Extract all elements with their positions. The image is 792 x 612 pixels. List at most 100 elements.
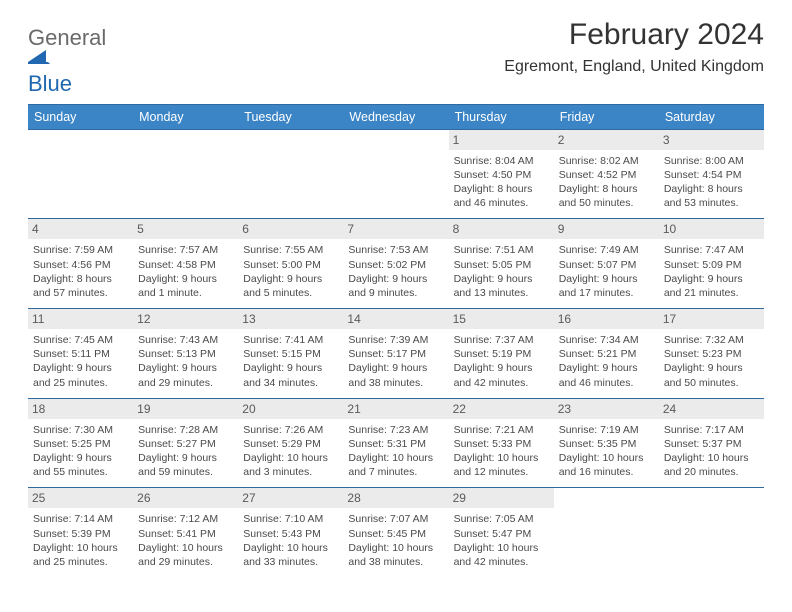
day-number: 15 bbox=[449, 309, 554, 329]
logo: General Blue bbox=[28, 18, 106, 94]
dayname-wed: Wednesday bbox=[343, 104, 448, 129]
sunset-text: Sunset: 5:11 PM bbox=[33, 347, 128, 361]
calendar-week-row: 25Sunrise: 7:14 AMSunset: 5:39 PMDayligh… bbox=[28, 488, 764, 577]
day-number: 2 bbox=[554, 130, 659, 150]
day-number: 17 bbox=[659, 309, 764, 329]
calendar-day-cell bbox=[659, 488, 764, 577]
calendar-day-cell: 29 Sunrise: 7:05 AMSunset: 5:47 PMDayligh… bbox=[449, 488, 554, 577]
dayname-mon: Monday bbox=[133, 104, 238, 129]
sunrise-text: Sunrise: 7:39 AM bbox=[348, 333, 443, 347]
sunrise-text: Sunrise: 7:32 AM bbox=[664, 333, 759, 347]
day-info: Sunrise: 7:19 AMSunset: 5:35 PMDaylight:… bbox=[559, 423, 654, 480]
day-number: 28 bbox=[343, 488, 448, 508]
location: Egremont, England, United Kingdom bbox=[504, 58, 764, 76]
day-number: 5 bbox=[133, 219, 238, 239]
sunrise-text: Sunrise: 7:45 AM bbox=[33, 333, 128, 347]
day-number: 14 bbox=[343, 309, 448, 329]
day-info: Sunrise: 7:05 AMSunset: 5:47 PMDaylight:… bbox=[454, 512, 549, 569]
sunset-text: Sunset: 5:07 PM bbox=[559, 258, 654, 272]
sunset-text: Sunset: 4:58 PM bbox=[138, 258, 233, 272]
sunrise-text: Sunrise: 7:19 AM bbox=[559, 423, 654, 437]
day-info: Sunrise: 8:00 AMSunset: 4:54 PMDaylight:… bbox=[664, 154, 759, 211]
day-number: 9 bbox=[554, 219, 659, 239]
day-info: Sunrise: 7:28 AMSunset: 5:27 PMDaylight:… bbox=[138, 423, 233, 480]
day-number: 23 bbox=[554, 399, 659, 419]
daylight-text: Daylight: 8 hours and 57 minutes. bbox=[33, 272, 128, 300]
sunrise-text: Sunrise: 7:07 AM bbox=[348, 512, 443, 526]
title-block: February 2024 Egremont, England, United … bbox=[504, 18, 764, 76]
day-number: 3 bbox=[659, 130, 764, 150]
calendar-day-cell: 12 Sunrise: 7:43 AMSunset: 5:13 PMDayligh… bbox=[133, 309, 238, 399]
daylight-text: Daylight: 10 hours and 7 minutes. bbox=[348, 451, 443, 479]
sunrise-text: Sunrise: 7:37 AM bbox=[454, 333, 549, 347]
daylight-text: Daylight: 9 hours and 50 minutes. bbox=[664, 361, 759, 389]
sunset-text: Sunset: 5:27 PM bbox=[138, 437, 233, 451]
sunset-text: Sunset: 5:39 PM bbox=[33, 527, 128, 541]
daylight-text: Daylight: 9 hours and 34 minutes. bbox=[243, 361, 338, 389]
day-info: Sunrise: 7:21 AMSunset: 5:33 PMDaylight:… bbox=[454, 423, 549, 480]
day-info: Sunrise: 7:45 AMSunset: 5:11 PMDaylight:… bbox=[33, 333, 128, 390]
sunset-text: Sunset: 5:02 PM bbox=[348, 258, 443, 272]
day-number: 18 bbox=[28, 399, 133, 419]
sunset-text: Sunset: 5:13 PM bbox=[138, 347, 233, 361]
calendar-body: 1Sunrise: 8:04 AMSunset: 4:50 PMDaylight… bbox=[28, 129, 764, 577]
dayname-sat: Saturday bbox=[659, 104, 764, 129]
day-number: 10 bbox=[659, 219, 764, 239]
sunset-text: Sunset: 5:09 PM bbox=[664, 258, 759, 272]
sunset-text: Sunset: 5:31 PM bbox=[348, 437, 443, 451]
daylight-text: Daylight: 10 hours and 3 minutes. bbox=[243, 451, 338, 479]
sunrise-text: Sunrise: 7:28 AM bbox=[138, 423, 233, 437]
sunset-text: Sunset: 4:50 PM bbox=[454, 168, 549, 182]
day-info: Sunrise: 7:49 AMSunset: 5:07 PMDaylight:… bbox=[559, 243, 654, 300]
day-info: Sunrise: 7:12 AMSunset: 5:41 PMDaylight:… bbox=[138, 512, 233, 569]
day-number: 12 bbox=[133, 309, 238, 329]
sunrise-text: Sunrise: 7:10 AM bbox=[243, 512, 338, 526]
calendar-day-cell bbox=[238, 129, 343, 219]
sunset-text: Sunset: 5:21 PM bbox=[559, 347, 654, 361]
calendar-day-cell: 7Sunrise: 7:53 AMSunset: 5:02 PMDaylight… bbox=[343, 219, 448, 309]
calendar-day-cell: 23 Sunrise: 7:19 AMSunset: 5:35 PMDayligh… bbox=[554, 398, 659, 488]
daylight-text: Daylight: 9 hours and 9 minutes. bbox=[348, 272, 443, 300]
daylight-text: Daylight: 9 hours and 55 minutes. bbox=[33, 451, 128, 479]
calendar-day-cell bbox=[28, 129, 133, 219]
day-info: Sunrise: 7:30 AMSunset: 5:25 PMDaylight:… bbox=[33, 423, 128, 480]
sunrise-text: Sunrise: 7:43 AM bbox=[138, 333, 233, 347]
sunset-text: Sunset: 5:47 PM bbox=[454, 527, 549, 541]
sunset-text: Sunset: 5:41 PM bbox=[138, 527, 233, 541]
sunset-text: Sunset: 4:56 PM bbox=[33, 258, 128, 272]
sunrise-text: Sunrise: 7:17 AM bbox=[664, 423, 759, 437]
day-info: Sunrise: 7:57 AMSunset: 4:58 PMDaylight:… bbox=[138, 243, 233, 300]
sunrise-text: Sunrise: 7:41 AM bbox=[243, 333, 338, 347]
calendar-day-cell: 28Sunrise: 7:07 AMSunset: 5:45 PMDayligh… bbox=[343, 488, 448, 577]
logo-sail-icon bbox=[28, 48, 106, 64]
sunset-text: Sunset: 5:23 PM bbox=[664, 347, 759, 361]
daylight-text: Daylight: 10 hours and 16 minutes. bbox=[559, 451, 654, 479]
calendar-week-row: 1Sunrise: 8:04 AMSunset: 4:50 PMDaylight… bbox=[28, 129, 764, 219]
sunset-text: Sunset: 5:29 PM bbox=[243, 437, 338, 451]
daylight-text: Daylight: 10 hours and 42 minutes. bbox=[454, 541, 549, 569]
sunrise-text: Sunrise: 7:57 AM bbox=[138, 243, 233, 257]
daylight-text: Daylight: 9 hours and 59 minutes. bbox=[138, 451, 233, 479]
day-number: 16 bbox=[554, 309, 659, 329]
daylight-text: Daylight: 9 hours and 29 minutes. bbox=[138, 361, 233, 389]
day-number: 27 bbox=[238, 488, 343, 508]
calendar-day-cell: 17 Sunrise: 7:32 AMSunset: 5:23 PMDayligh… bbox=[659, 309, 764, 399]
calendar-header-row: Sunday Monday Tuesday Wednesday Thursday… bbox=[28, 104, 764, 129]
day-info: Sunrise: 7:41 AMSunset: 5:15 PMDaylight:… bbox=[243, 333, 338, 390]
sunrise-text: Sunrise: 7:30 AM bbox=[33, 423, 128, 437]
daylight-text: Daylight: 10 hours and 38 minutes. bbox=[348, 541, 443, 569]
daylight-text: Daylight: 8 hours and 53 minutes. bbox=[664, 182, 759, 210]
sunrise-text: Sunrise: 7:34 AM bbox=[559, 333, 654, 347]
sunrise-text: Sunrise: 8:00 AM bbox=[664, 154, 759, 168]
calendar-day-cell bbox=[343, 129, 448, 219]
daylight-text: Daylight: 8 hours and 46 minutes. bbox=[454, 182, 549, 210]
daylight-text: Daylight: 9 hours and 17 minutes. bbox=[559, 272, 654, 300]
day-info: Sunrise: 7:32 AMSunset: 5:23 PMDaylight:… bbox=[664, 333, 759, 390]
day-number: 21 bbox=[343, 399, 448, 419]
sunset-text: Sunset: 5:15 PM bbox=[243, 347, 338, 361]
daylight-text: Daylight: 9 hours and 46 minutes. bbox=[559, 361, 654, 389]
calendar-day-cell: 11Sunrise: 7:45 AMSunset: 5:11 PMDayligh… bbox=[28, 309, 133, 399]
daylight-text: Daylight: 9 hours and 42 minutes. bbox=[454, 361, 549, 389]
day-number: 29 bbox=[449, 488, 554, 508]
daylight-text: Daylight: 10 hours and 12 minutes. bbox=[454, 451, 549, 479]
